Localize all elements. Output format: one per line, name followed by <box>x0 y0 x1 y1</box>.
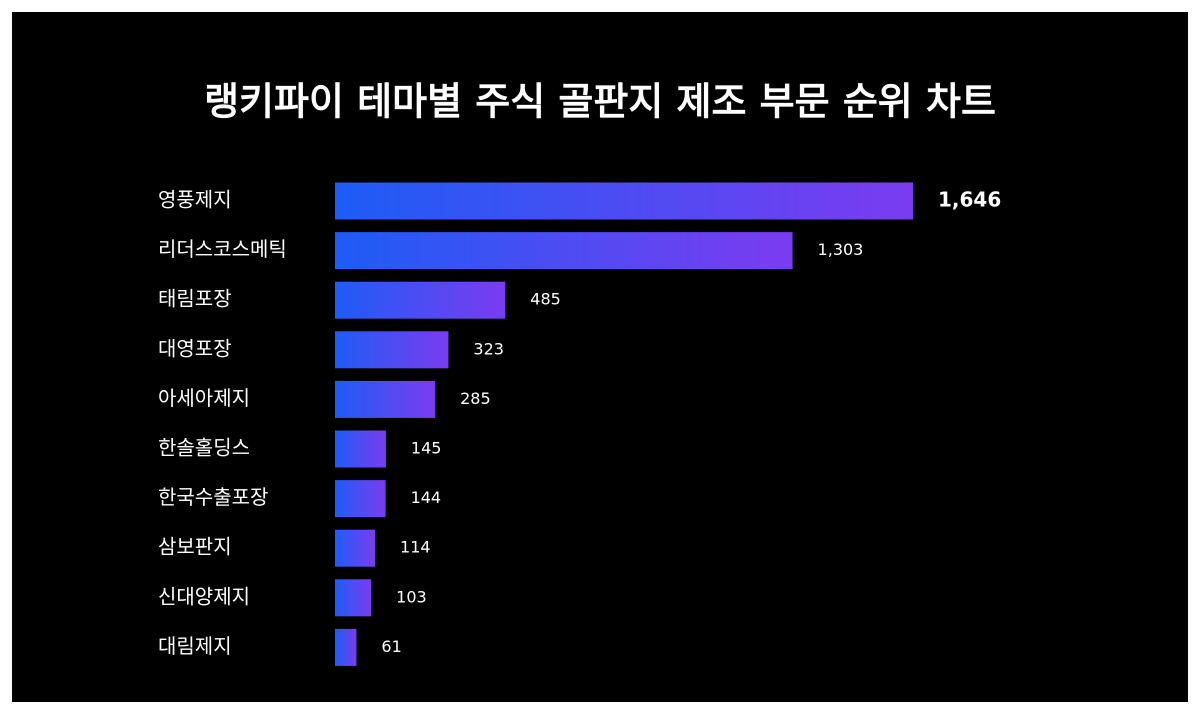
bar <box>335 430 386 468</box>
value-label: 144 <box>411 488 442 507</box>
bar <box>335 480 386 518</box>
bar <box>335 232 793 270</box>
category-label: 영풍제지 <box>158 188 232 212</box>
bar <box>335 331 449 369</box>
value-label: 1,303 <box>818 240 864 259</box>
category-label: 대림제지 <box>158 634 232 658</box>
bar <box>335 628 357 666</box>
category-label: 한솔홀딩스 <box>158 436 250 460</box>
value-label: 1,646 <box>938 188 1001 212</box>
chart-title: 랭키파이 테마별 주식 골판지 제조 부문 순위 차트 <box>204 80 996 124</box>
value-label: 323 <box>473 339 504 358</box>
category-label: 삼보판지 <box>158 535 232 559</box>
category-label: 리더스코스메틱 <box>158 237 287 261</box>
category-label: 한국수출포장 <box>158 485 268 509</box>
bar <box>335 281 506 319</box>
category-label: 대영포장 <box>158 336 232 360</box>
category-label: 신대양제지 <box>158 584 250 608</box>
value-label: 485 <box>530 290 561 309</box>
value-label: 103 <box>396 587 427 606</box>
value-label: 145 <box>411 439 442 458</box>
background <box>12 12 1188 702</box>
bar <box>335 380 436 418</box>
value-label: 61 <box>381 637 401 656</box>
category-label: 아세아제지 <box>158 386 250 410</box>
value-label: 114 <box>400 538 431 557</box>
value-label: 285 <box>460 389 491 408</box>
bar <box>335 579 372 617</box>
bar <box>335 182 913 220</box>
category-label: 태림포장 <box>158 287 232 311</box>
bar <box>335 529 376 567</box>
